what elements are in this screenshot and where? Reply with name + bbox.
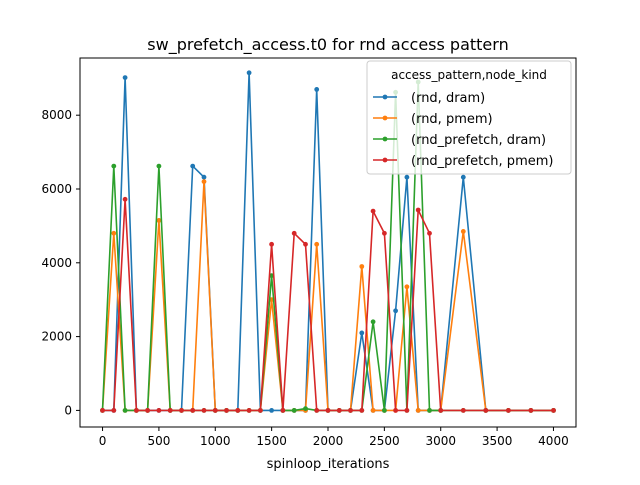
data-point-s3-24: [370, 208, 376, 214]
data-point-s3-21: [336, 408, 342, 413]
data-point-s1-1: [111, 230, 117, 236]
data-point-s0-26: [393, 308, 398, 314]
data-point-s1-19: [314, 241, 320, 247]
legend: access_pattern,node_kind (rnd, dram) (rnd,…: [366, 60, 572, 175]
data-point-s3-3: [134, 408, 139, 413]
data-point-s1-24: [370, 408, 376, 413]
data-point-s1-5: [156, 218, 162, 223]
data-point-s3-28: [415, 207, 421, 213]
data-point-s3-20: [325, 408, 331, 413]
y-tick-label-1: 2000: [41, 330, 72, 344]
data-point-s3-10: [212, 408, 218, 413]
x-axis-label: spinloop_iterations: [267, 457, 390, 472]
x-tick-label-1: 500: [147, 434, 170, 448]
data-point-s3-26: [393, 408, 398, 413]
data-point-s3-0: [100, 408, 105, 413]
data-point-s3-13: [246, 408, 252, 413]
data-point-s3-29: [427, 230, 432, 236]
data-point-s0-8: [190, 163, 196, 169]
data-point-s3-15: [269, 241, 274, 247]
data-point-s2-1: [111, 163, 117, 169]
legend-title: access_pattern,node_kind: [391, 68, 547, 82]
data-point-s2-17: [291, 408, 297, 413]
data-point-s3-7: [179, 408, 184, 413]
data-point-s3-11: [224, 408, 229, 413]
data-point-s2-5: [156, 163, 162, 169]
data-point-s3-19: [314, 408, 320, 413]
x-tick-label-2: 1000: [200, 434, 231, 448]
data-point-s2-18: [303, 406, 308, 411]
data-point-s3-22: [348, 408, 353, 413]
data-point-s1-9: [201, 179, 207, 185]
data-point-s0-31: [460, 174, 466, 180]
data-point-s2-29: [427, 408, 432, 413]
y-tick-label-2: 4000: [41, 256, 72, 270]
data-point-s3-34: [528, 408, 534, 413]
legend-label-0: (rnd, dram): [411, 91, 485, 106]
data-point-s2-24: [370, 319, 376, 325]
x-tick-label-4: 2000: [313, 434, 344, 448]
data-point-s3-30: [438, 408, 444, 413]
data-point-s3-35: [551, 408, 556, 413]
x-tick-label-0: 0: [99, 434, 107, 448]
data-point-s3-32: [483, 408, 489, 413]
data-point-s1-23: [359, 264, 365, 269]
data-point-s0-19: [314, 87, 320, 92]
data-point-s1-31: [460, 229, 466, 234]
data-point-s3-18: [303, 241, 308, 247]
x-tick-label-3: 1500: [256, 434, 287, 448]
data-point-s2-25: [382, 408, 387, 413]
data-point-s0-23: [359, 330, 365, 336]
data-point-s3-25: [382, 230, 387, 236]
data-point-s2-15: [269, 273, 274, 279]
chart-title: sw_prefetch_access.t0 for rnd access pat…: [147, 35, 508, 55]
data-point-s3-9: [201, 408, 207, 413]
data-point-s0-15: [269, 408, 274, 413]
x-tick-label-5: 2500: [369, 434, 400, 448]
data-point-s3-23: [359, 408, 365, 413]
y-tick-label-4: 8000: [41, 108, 72, 122]
plot-area: [100, 70, 556, 413]
data-point-s3-2: [122, 196, 128, 202]
legend-swatch-marker-0: [382, 94, 388, 100]
data-point-s3-8: [190, 408, 196, 413]
y-tick-label-0: 0: [64, 403, 72, 417]
y-tick-label-3: 6000: [41, 182, 72, 196]
data-point-s0-27: [404, 174, 410, 180]
data-point-s1-28: [415, 408, 421, 413]
axis-ticks: 0 500 1000 1500 2000 2500 3000 3500 4000 0 2000 400…: [41, 108, 568, 448]
data-point-s3-17: [291, 230, 297, 236]
legend-label-3: (rnd_prefetch, pmem): [411, 154, 553, 169]
data-point-s3-16: [280, 408, 286, 413]
data-point-s3-14: [258, 408, 263, 413]
data-point-s3-27: [404, 408, 410, 413]
legend-swatch-marker-2: [382, 136, 388, 142]
data-point-s3-5: [156, 408, 162, 413]
data-point-s3-31: [460, 408, 466, 413]
x-tick-label-6: 3000: [425, 434, 456, 448]
legend-label-1: (rnd, pmem): [411, 112, 493, 127]
data-point-s2-2: [122, 408, 128, 413]
data-point-s0-2: [122, 75, 128, 80]
data-point-s3-12: [235, 408, 241, 413]
data-point-s3-6: [167, 408, 173, 413]
legend-box: [366, 60, 572, 175]
data-point-s0-13: [246, 70, 252, 76]
data-point-s3-33: [506, 408, 511, 413]
legend-swatch-marker-3: [382, 157, 388, 163]
x-tick-label-7: 3500: [482, 434, 513, 448]
legend-label-2: (rnd_prefetch, dram): [411, 133, 546, 148]
data-point-s1-27: [404, 284, 410, 290]
x-tick-label-8: 4000: [538, 434, 569, 448]
data-point-s0-9: [201, 174, 207, 180]
legend-swatch-marker-1: [382, 115, 388, 121]
data-point-s3-1: [111, 408, 117, 413]
data-point-s3-4: [145, 408, 151, 413]
